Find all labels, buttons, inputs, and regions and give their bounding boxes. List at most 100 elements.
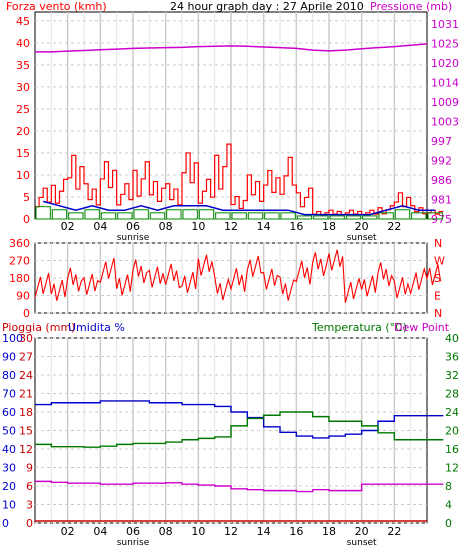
wind-direction-line	[34, 249, 442, 303]
pressure-line	[35, 43, 428, 53]
humidity-tick-label: 50	[2, 425, 16, 438]
pressure-tick-label: 1025	[431, 38, 459, 51]
x-tick-label: 06	[126, 220, 140, 233]
humidity-line	[35, 400, 444, 439]
wind-min-bar	[149, 212, 166, 220]
direction-compass-label: E	[434, 290, 441, 303]
x-tick-label: 14	[257, 220, 271, 233]
wind-tick-label: 35	[16, 59, 30, 72]
rain-tick-label: 27	[19, 351, 33, 364]
x-tick-label-bottom: 04	[93, 525, 107, 538]
wind-min-bar	[84, 209, 100, 220]
dew-point-axis-title: Dew Point	[394, 321, 450, 334]
x-tick-label-bottom: 14	[257, 525, 271, 538]
x-tick-label-bottom: 02	[61, 525, 75, 538]
x-tick-label: 18	[322, 220, 336, 233]
wind-tick-label: 10	[16, 169, 30, 182]
direction-tick-label: 180	[9, 272, 30, 285]
pressure-tick-label: 1003	[431, 116, 459, 129]
x-tick-label: 04	[93, 220, 107, 233]
chart-title: 24 hour graph day : 27 Aprile 2010	[170, 0, 364, 13]
rain-tick-label: 18	[19, 406, 33, 419]
temperature-tick-label: 32	[445, 369, 459, 382]
wind-average-line	[42, 200, 436, 216]
humidity-tick-label: 80	[2, 369, 16, 382]
wind-tick-label: 25	[16, 103, 30, 116]
humidity-tick-label: 10	[2, 499, 16, 512]
rain-axis-title: Pioggia (mm)	[2, 321, 75, 334]
temperature-axis-title: Temperatura (°C)	[311, 321, 407, 334]
wind-min-bar	[198, 209, 215, 220]
direction-compass-label: W	[434, 255, 445, 268]
wind-tick-label: 40	[16, 37, 30, 50]
pressure-tick-label: 1031	[431, 18, 459, 31]
direction-tick-label: 90	[16, 290, 30, 303]
wind-tick-label: 20	[16, 125, 30, 138]
sunset-label: sunset	[347, 233, 377, 243]
direction-compass-label: S	[434, 272, 441, 285]
wind-tick-label: 15	[16, 147, 30, 160]
humidity-tick-label: 60	[2, 406, 16, 419]
wind-min-bar	[394, 209, 411, 220]
dew-point-line	[35, 480, 444, 493]
temperature-tick-label: 16	[445, 443, 459, 456]
rain-tick-label: 0	[26, 517, 33, 530]
x-tick-label-bottom: 12	[224, 525, 238, 538]
pressure-tick-label: 997	[431, 135, 452, 148]
x-tick-label: 10	[191, 220, 205, 233]
x-tick-label: 22	[387, 220, 401, 233]
humidity-tick-label: 30	[2, 462, 16, 475]
wind-min-bar	[117, 212, 133, 220]
wind-min-bar	[362, 215, 378, 220]
temperature-tick-label: 24	[445, 406, 459, 419]
wind-min-bar	[182, 209, 198, 220]
direction-tick-label: 270	[9, 255, 30, 268]
pressure-tick-label: 1020	[431, 57, 459, 70]
rain-tick-label: 30	[19, 332, 33, 345]
rain-tick-label: 6	[26, 480, 33, 493]
rain-tick-label: 15	[19, 425, 33, 438]
wind-min-bar	[215, 212, 231, 220]
x-tick-label-bottom: 22	[387, 525, 401, 538]
temperature-tick-label: 8	[445, 480, 452, 493]
wind-min-bar	[133, 209, 149, 220]
wind-min-bar	[280, 212, 296, 220]
x-tick-label-bottom: 18	[322, 525, 336, 538]
rain-tick-label: 9	[26, 462, 33, 475]
x-tick-label: 08	[159, 220, 173, 233]
rain-tick-label: 12	[19, 443, 33, 456]
temperature-tick-label: 36	[445, 351, 459, 364]
wind-min-bar	[296, 215, 313, 220]
wind-min-bar	[345, 215, 362, 220]
rain-tick-label: 3	[26, 499, 33, 512]
sunrise-label-bottom: sunrise	[117, 538, 150, 548]
humidity-tick-label: 40	[2, 443, 16, 456]
wind-min-bar	[231, 212, 247, 220]
rain-tick-label: 24	[19, 369, 33, 382]
direction-tick-label: 360	[9, 237, 30, 250]
x-tick-label: 16	[289, 220, 303, 233]
humidity-tick-label: 70	[2, 388, 16, 401]
wind-min-bar	[313, 215, 329, 220]
wind-min-bar	[166, 209, 182, 220]
wind-min-bar	[35, 206, 51, 220]
rain-tick-label: 21	[19, 388, 33, 401]
wind-pressure-panel: 0510152025303540459759819869929971003100…	[16, 11, 459, 243]
wind-min-bar	[51, 209, 68, 220]
wind-tick-label: 30	[16, 81, 30, 94]
x-tick-label: 02	[61, 220, 75, 233]
humidity-tick-label: 0	[2, 517, 9, 530]
direction-compass-label: N	[434, 237, 442, 250]
pressure-tick-label: 981	[431, 194, 452, 207]
wind-min-bar	[427, 212, 443, 220]
humidity-tick-label: 90	[2, 351, 16, 364]
temperature-tick-label: 28	[445, 388, 459, 401]
sunrise-label: sunrise	[117, 233, 150, 243]
pressure-axis-title: Pressione (mb)	[370, 0, 452, 13]
wind-min-bar	[247, 212, 264, 220]
x-tick-label: 12	[224, 220, 238, 233]
wind-tick-label: 45	[16, 15, 30, 28]
temperature-tick-label: 40	[445, 332, 459, 345]
